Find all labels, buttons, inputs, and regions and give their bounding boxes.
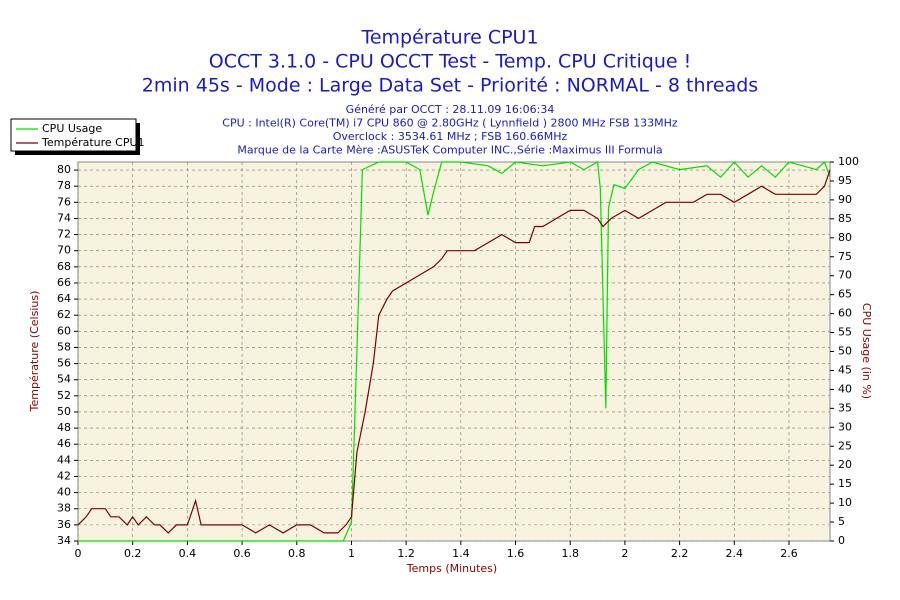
y-tick-label: 80: [57, 163, 71, 176]
y-tick-label: 50: [57, 405, 71, 418]
y-tick-label: 52: [57, 389, 71, 402]
y2-tick-label: 0: [838, 534, 845, 547]
y-tick-label: 46: [57, 437, 71, 450]
y2-tick-label: 60: [838, 307, 852, 320]
y-tick-label: 70: [57, 244, 71, 257]
y2-tick-label: 50: [838, 345, 852, 358]
y2-tick-label: 30: [838, 420, 852, 433]
x-tick-label: 1.6: [507, 547, 525, 560]
y2-tick-label: 5: [838, 515, 845, 528]
y-tick-label: 40: [57, 486, 71, 499]
y-tick-label: 38: [57, 502, 71, 515]
y-tick-label: 74: [57, 211, 71, 224]
y2-tick-label: 70: [838, 269, 852, 282]
x-tick-label: 1.8: [561, 547, 579, 560]
plot-area: [77, 161, 831, 542]
y-tick-label: 42: [57, 469, 71, 482]
x-tick-label: 2.2: [671, 547, 689, 560]
info-line: Marque de la Carte Mère :ASUSTeK Compute…: [237, 144, 662, 157]
legend-label: CPU Usage: [42, 122, 102, 135]
x-tick-label: 2.6: [780, 547, 798, 560]
y2-tick-label: 95: [838, 174, 852, 187]
info-line: CPU : Intel(R) Core(TM) i7 CPU 860 @ 2.8…: [222, 117, 678, 130]
y-tick-label: 56: [57, 357, 71, 370]
y2-tick-label: 65: [838, 288, 852, 301]
y2-tick-label: 15: [838, 477, 852, 490]
y2-tick-label: 35: [838, 401, 852, 414]
y2-tick-label: 20: [838, 458, 852, 471]
x-tick-label: 1: [348, 547, 355, 560]
x-tick-label: 1.2: [397, 547, 415, 560]
y2-axis-label: CPU Usage (in %): [860, 303, 873, 399]
info-line: Généré par OCCT : 28.11.09 16:06:34: [346, 103, 555, 116]
y-tick-label: 64: [57, 292, 71, 305]
y-tick-label: 68: [57, 260, 71, 273]
x-tick-label: 0.2: [124, 547, 142, 560]
y2-tick-label: 25: [838, 439, 852, 452]
y2-tick-label: 40: [838, 382, 852, 395]
y2-tick-label: 100: [838, 155, 859, 168]
info-line: Overclock : 3534.61 MHz ; FSB 160.66MHz: [333, 130, 568, 143]
chart-title: 2min 45s - Mode : Large Data Set - Prior…: [142, 75, 758, 97]
y-tick-label: 78: [57, 179, 71, 192]
x-tick-label: 0: [75, 547, 82, 560]
legend-label: Température CPU1: [41, 136, 145, 149]
series-line: [77, 169, 831, 534]
y-tick-label: 54: [57, 373, 71, 386]
y-tick-label: 34: [57, 534, 71, 547]
x-tick-label: 2: [621, 547, 628, 560]
y2-tick-label: 75: [838, 250, 852, 263]
y-tick-label: 76: [57, 195, 71, 208]
y-tick-label: 62: [57, 308, 71, 321]
x-tick-label: 0.4: [179, 547, 197, 560]
y2-tick-label: 45: [838, 363, 852, 376]
chart-title: Température CPU1: [360, 27, 538, 49]
y-tick-label: 72: [57, 228, 71, 241]
chart-title: OCCT 3.1.0 - CPU OCCT Test - Temp. CPU C…: [209, 51, 692, 73]
x-tick-label: 2.4: [726, 547, 744, 560]
y-tick-label: 44: [57, 453, 71, 466]
y-tick-label: 48: [57, 421, 71, 434]
x-tick-label: 1.4: [452, 547, 470, 560]
y-tick-label: 60: [57, 324, 71, 337]
x-tick-label: 0.8: [288, 547, 306, 560]
x-axis-label: Temps (Minutes): [406, 562, 497, 575]
y-tick-label: 36: [57, 518, 71, 531]
legend-box: [10, 118, 137, 152]
series-line: [78, 160, 831, 542]
y2-tick-label: 55: [838, 326, 852, 339]
y2-tick-label: 90: [838, 193, 852, 206]
y-tick-label: 66: [57, 276, 71, 289]
y2-tick-label: 80: [838, 231, 852, 244]
y-axis-label: Température (Celsius): [28, 291, 41, 413]
y-tick-label: 58: [57, 340, 71, 353]
y2-tick-label: 85: [838, 212, 852, 225]
x-tick-label: 0.6: [233, 547, 251, 560]
y2-tick-label: 10: [838, 496, 852, 509]
